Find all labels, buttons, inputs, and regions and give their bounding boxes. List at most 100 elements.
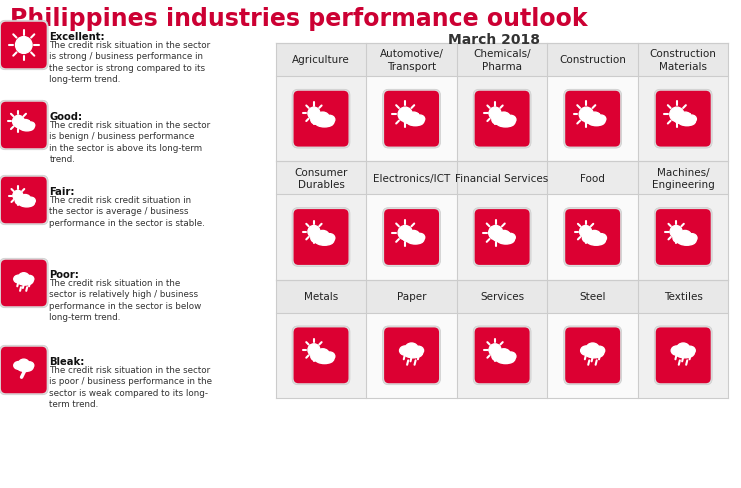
Ellipse shape — [588, 119, 605, 126]
Ellipse shape — [413, 346, 424, 355]
FancyBboxPatch shape — [293, 92, 348, 147]
Ellipse shape — [497, 237, 514, 244]
Ellipse shape — [674, 116, 685, 124]
Ellipse shape — [19, 200, 34, 207]
Ellipse shape — [673, 234, 685, 243]
Text: Chemicals/
Pharma: Chemicals/ Pharma — [473, 49, 531, 72]
Text: Fair:: Fair: — [50, 186, 75, 197]
Circle shape — [579, 108, 594, 122]
Circle shape — [670, 108, 684, 122]
Ellipse shape — [584, 116, 594, 124]
FancyBboxPatch shape — [1, 177, 47, 224]
Ellipse shape — [18, 278, 33, 285]
Ellipse shape — [677, 237, 696, 246]
FancyBboxPatch shape — [384, 92, 439, 147]
FancyBboxPatch shape — [0, 259, 48, 308]
Ellipse shape — [498, 113, 511, 123]
FancyBboxPatch shape — [0, 101, 48, 150]
Ellipse shape — [399, 346, 411, 355]
Bar — [638, 44, 728, 398]
Circle shape — [13, 116, 24, 128]
FancyBboxPatch shape — [475, 328, 530, 384]
Text: Consumer
Durables: Consumer Durables — [294, 167, 348, 190]
Circle shape — [398, 226, 412, 241]
Ellipse shape — [20, 125, 34, 132]
Ellipse shape — [492, 116, 503, 125]
FancyBboxPatch shape — [654, 208, 712, 267]
Ellipse shape — [685, 346, 695, 355]
Text: Bleak:: Bleak: — [50, 356, 84, 366]
FancyBboxPatch shape — [0, 346, 48, 395]
FancyBboxPatch shape — [473, 90, 531, 149]
Ellipse shape — [505, 352, 516, 361]
Ellipse shape — [496, 355, 515, 364]
Ellipse shape — [27, 198, 36, 205]
Text: Paper: Paper — [397, 291, 426, 302]
Ellipse shape — [679, 119, 695, 126]
Ellipse shape — [18, 365, 33, 372]
Ellipse shape — [407, 119, 424, 126]
Text: Agriculture: Agriculture — [292, 55, 350, 65]
FancyBboxPatch shape — [382, 90, 440, 149]
Bar — [276, 44, 728, 77]
Circle shape — [579, 226, 591, 238]
Bar — [457, 44, 548, 398]
Ellipse shape — [677, 344, 690, 354]
Ellipse shape — [316, 231, 329, 242]
FancyBboxPatch shape — [473, 326, 531, 385]
FancyBboxPatch shape — [565, 210, 620, 265]
Ellipse shape — [402, 116, 413, 124]
Ellipse shape — [27, 122, 35, 129]
Ellipse shape — [405, 344, 418, 354]
Circle shape — [489, 108, 501, 120]
Text: Good:: Good: — [50, 112, 82, 122]
Text: The credit risk situation in the sector
is strong / business performance in
the : The credit risk situation in the sector … — [50, 41, 210, 84]
Bar — [548, 44, 638, 398]
Ellipse shape — [325, 116, 335, 125]
Circle shape — [489, 344, 501, 356]
FancyBboxPatch shape — [565, 92, 620, 147]
Text: Construction
Materials: Construction Materials — [650, 49, 717, 72]
Ellipse shape — [505, 116, 516, 125]
Ellipse shape — [671, 346, 682, 355]
Ellipse shape — [316, 237, 333, 246]
FancyBboxPatch shape — [1, 102, 47, 149]
FancyBboxPatch shape — [292, 326, 350, 385]
Ellipse shape — [19, 273, 29, 282]
Ellipse shape — [587, 237, 605, 246]
Ellipse shape — [19, 359, 29, 368]
Ellipse shape — [310, 352, 322, 361]
Text: March 2018: March 2018 — [448, 33, 540, 47]
Text: Automotive/
Transport: Automotive/ Transport — [379, 49, 444, 72]
Circle shape — [488, 226, 503, 241]
Ellipse shape — [14, 276, 23, 284]
Ellipse shape — [408, 113, 419, 122]
Text: Electronics/ICT: Electronics/ICT — [373, 173, 451, 183]
Ellipse shape — [325, 352, 335, 361]
Ellipse shape — [316, 349, 329, 360]
Ellipse shape — [581, 346, 592, 355]
Circle shape — [398, 108, 412, 122]
Bar — [276, 44, 366, 398]
Ellipse shape — [597, 116, 606, 124]
Ellipse shape — [586, 344, 599, 354]
Ellipse shape — [325, 234, 335, 243]
Bar — [276, 162, 728, 195]
Ellipse shape — [676, 349, 694, 358]
Circle shape — [670, 226, 682, 238]
FancyBboxPatch shape — [292, 208, 350, 267]
FancyBboxPatch shape — [382, 208, 440, 267]
FancyBboxPatch shape — [475, 210, 530, 265]
Ellipse shape — [589, 113, 600, 122]
Ellipse shape — [506, 234, 515, 242]
Ellipse shape — [492, 352, 503, 361]
FancyBboxPatch shape — [0, 21, 48, 71]
FancyBboxPatch shape — [475, 92, 530, 147]
Ellipse shape — [316, 113, 329, 123]
Ellipse shape — [25, 276, 34, 283]
Text: The credit risk situation in the sector
is poor / business performance in the
se: The credit risk situation in the sector … — [50, 365, 213, 408]
Circle shape — [308, 108, 320, 120]
FancyBboxPatch shape — [564, 326, 622, 385]
Ellipse shape — [408, 231, 419, 241]
Circle shape — [13, 191, 23, 201]
